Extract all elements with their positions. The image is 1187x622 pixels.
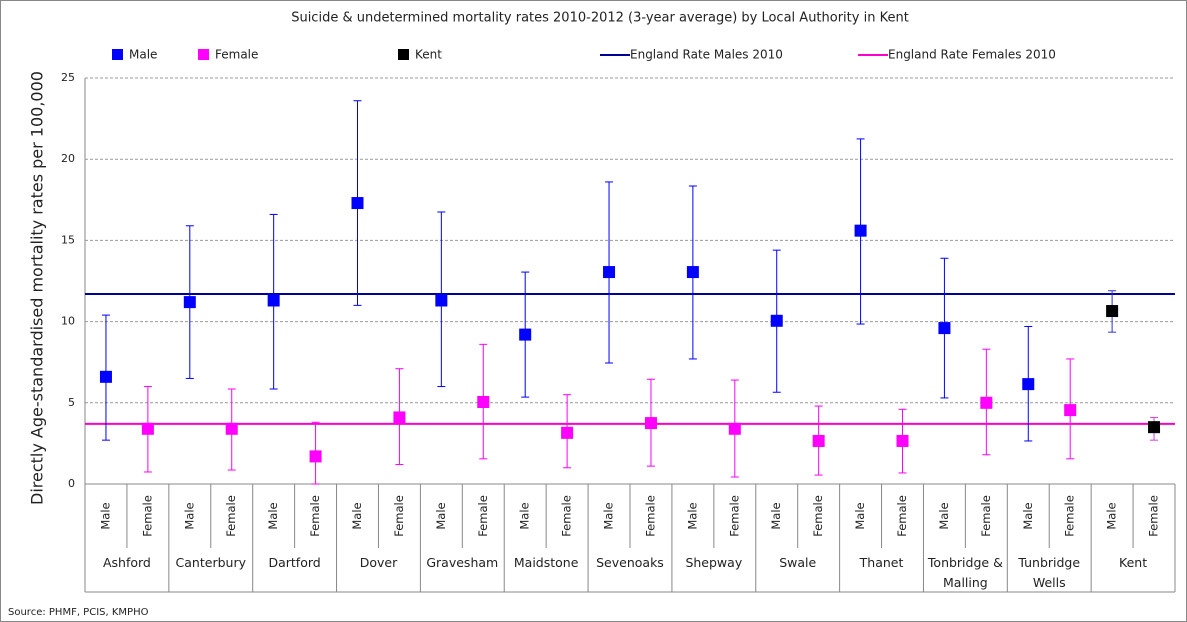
marker (561, 426, 574, 439)
x-tick-label: Female (979, 495, 993, 537)
group-label: Shepway (685, 555, 743, 570)
x-tick-label: Female (140, 495, 154, 537)
marker (812, 434, 825, 447)
legend-label: Female (215, 48, 258, 62)
x-tick-label: Female (895, 495, 909, 537)
y-axis-label: Directly Age-standardised mortality rate… (28, 71, 47, 505)
legend-swatch (398, 49, 409, 60)
x-tick-label: Female (560, 495, 574, 537)
y-tick-label: 20 (61, 152, 75, 165)
legend-swatch (112, 49, 123, 60)
marker (603, 266, 616, 279)
group-label: Kent (1119, 555, 1148, 570)
marker (854, 224, 867, 237)
marker (351, 197, 364, 210)
group-label: Maidstone (513, 555, 579, 570)
source-note: Source: PHMF, PCIS, KMPHO (8, 607, 149, 618)
y-tick-label: 0 (68, 477, 75, 490)
x-tick-label: Female (224, 495, 238, 537)
x-tick-label: Female (1063, 495, 1077, 537)
x-tick-label: Female (476, 495, 490, 537)
marker (1106, 305, 1119, 318)
x-tick-label: Male (853, 502, 867, 529)
marker (728, 422, 741, 435)
y-tick-label: 15 (61, 233, 75, 246)
marker (686, 266, 699, 279)
y-tick-label: 10 (61, 315, 75, 328)
marker (225, 422, 238, 435)
group-label: Dartford (268, 555, 321, 570)
marker (267, 294, 280, 307)
group-label: Canterbury (175, 555, 246, 570)
marker (644, 417, 657, 430)
legend-label: England Rate Females 2010 (888, 48, 1056, 62)
marker (183, 296, 196, 309)
legend-label: Kent (415, 48, 442, 62)
x-tick-label: Female (727, 495, 741, 537)
marker (896, 434, 909, 447)
chart-title: Suicide & undetermined mortality rates 2… (291, 11, 909, 26)
x-tick-label: Male (937, 502, 951, 529)
group-label: Dover (359, 555, 398, 570)
x-tick-label: Female (811, 495, 825, 537)
marker (938, 322, 951, 335)
group-label: Gravesham (426, 555, 499, 570)
x-tick-label: Female (392, 495, 406, 537)
marker (1022, 378, 1035, 391)
x-tick-label: Male (182, 502, 196, 529)
x-tick-label: Male (1105, 502, 1119, 529)
x-tick-label: Female (1147, 495, 1161, 537)
marker (519, 328, 532, 341)
x-tick-label: Male (266, 502, 280, 529)
marker (141, 422, 154, 435)
x-tick-label: Male (518, 502, 532, 529)
x-tick-label: Male (350, 502, 364, 529)
legend-swatch (198, 49, 209, 60)
marker (1064, 404, 1077, 417)
x-tick-label: Female (643, 495, 657, 537)
x-tick-label: Female (308, 495, 322, 537)
marker (309, 450, 322, 463)
x-tick-label: Male (602, 502, 616, 529)
legend-label: England Rate Males 2010 (630, 48, 783, 62)
group-label: Tonbridge & Malling (927, 555, 1003, 590)
x-tick-label: Male (1021, 502, 1035, 529)
x-tick-label: Male (769, 502, 783, 529)
group-label: Swale (779, 555, 817, 570)
legend-label: Male (129, 48, 157, 62)
x-tick-label: Male (685, 502, 699, 529)
marker (1148, 421, 1161, 434)
y-tick-label: 5 (68, 396, 75, 409)
group-label: Tunbridge Wells (1018, 555, 1081, 590)
marker (770, 314, 783, 327)
group-label: Thanet (859, 555, 904, 570)
marker (435, 294, 448, 307)
marker (393, 411, 406, 424)
marker (980, 396, 993, 409)
group-label: Sevenoaks (596, 555, 664, 570)
marker (99, 370, 112, 383)
y-tick-label: 25 (61, 71, 75, 84)
x-tick-label: Male (98, 502, 112, 529)
marker (477, 395, 490, 408)
group-label: Ashford (102, 555, 151, 570)
x-tick-label: Male (434, 502, 448, 529)
